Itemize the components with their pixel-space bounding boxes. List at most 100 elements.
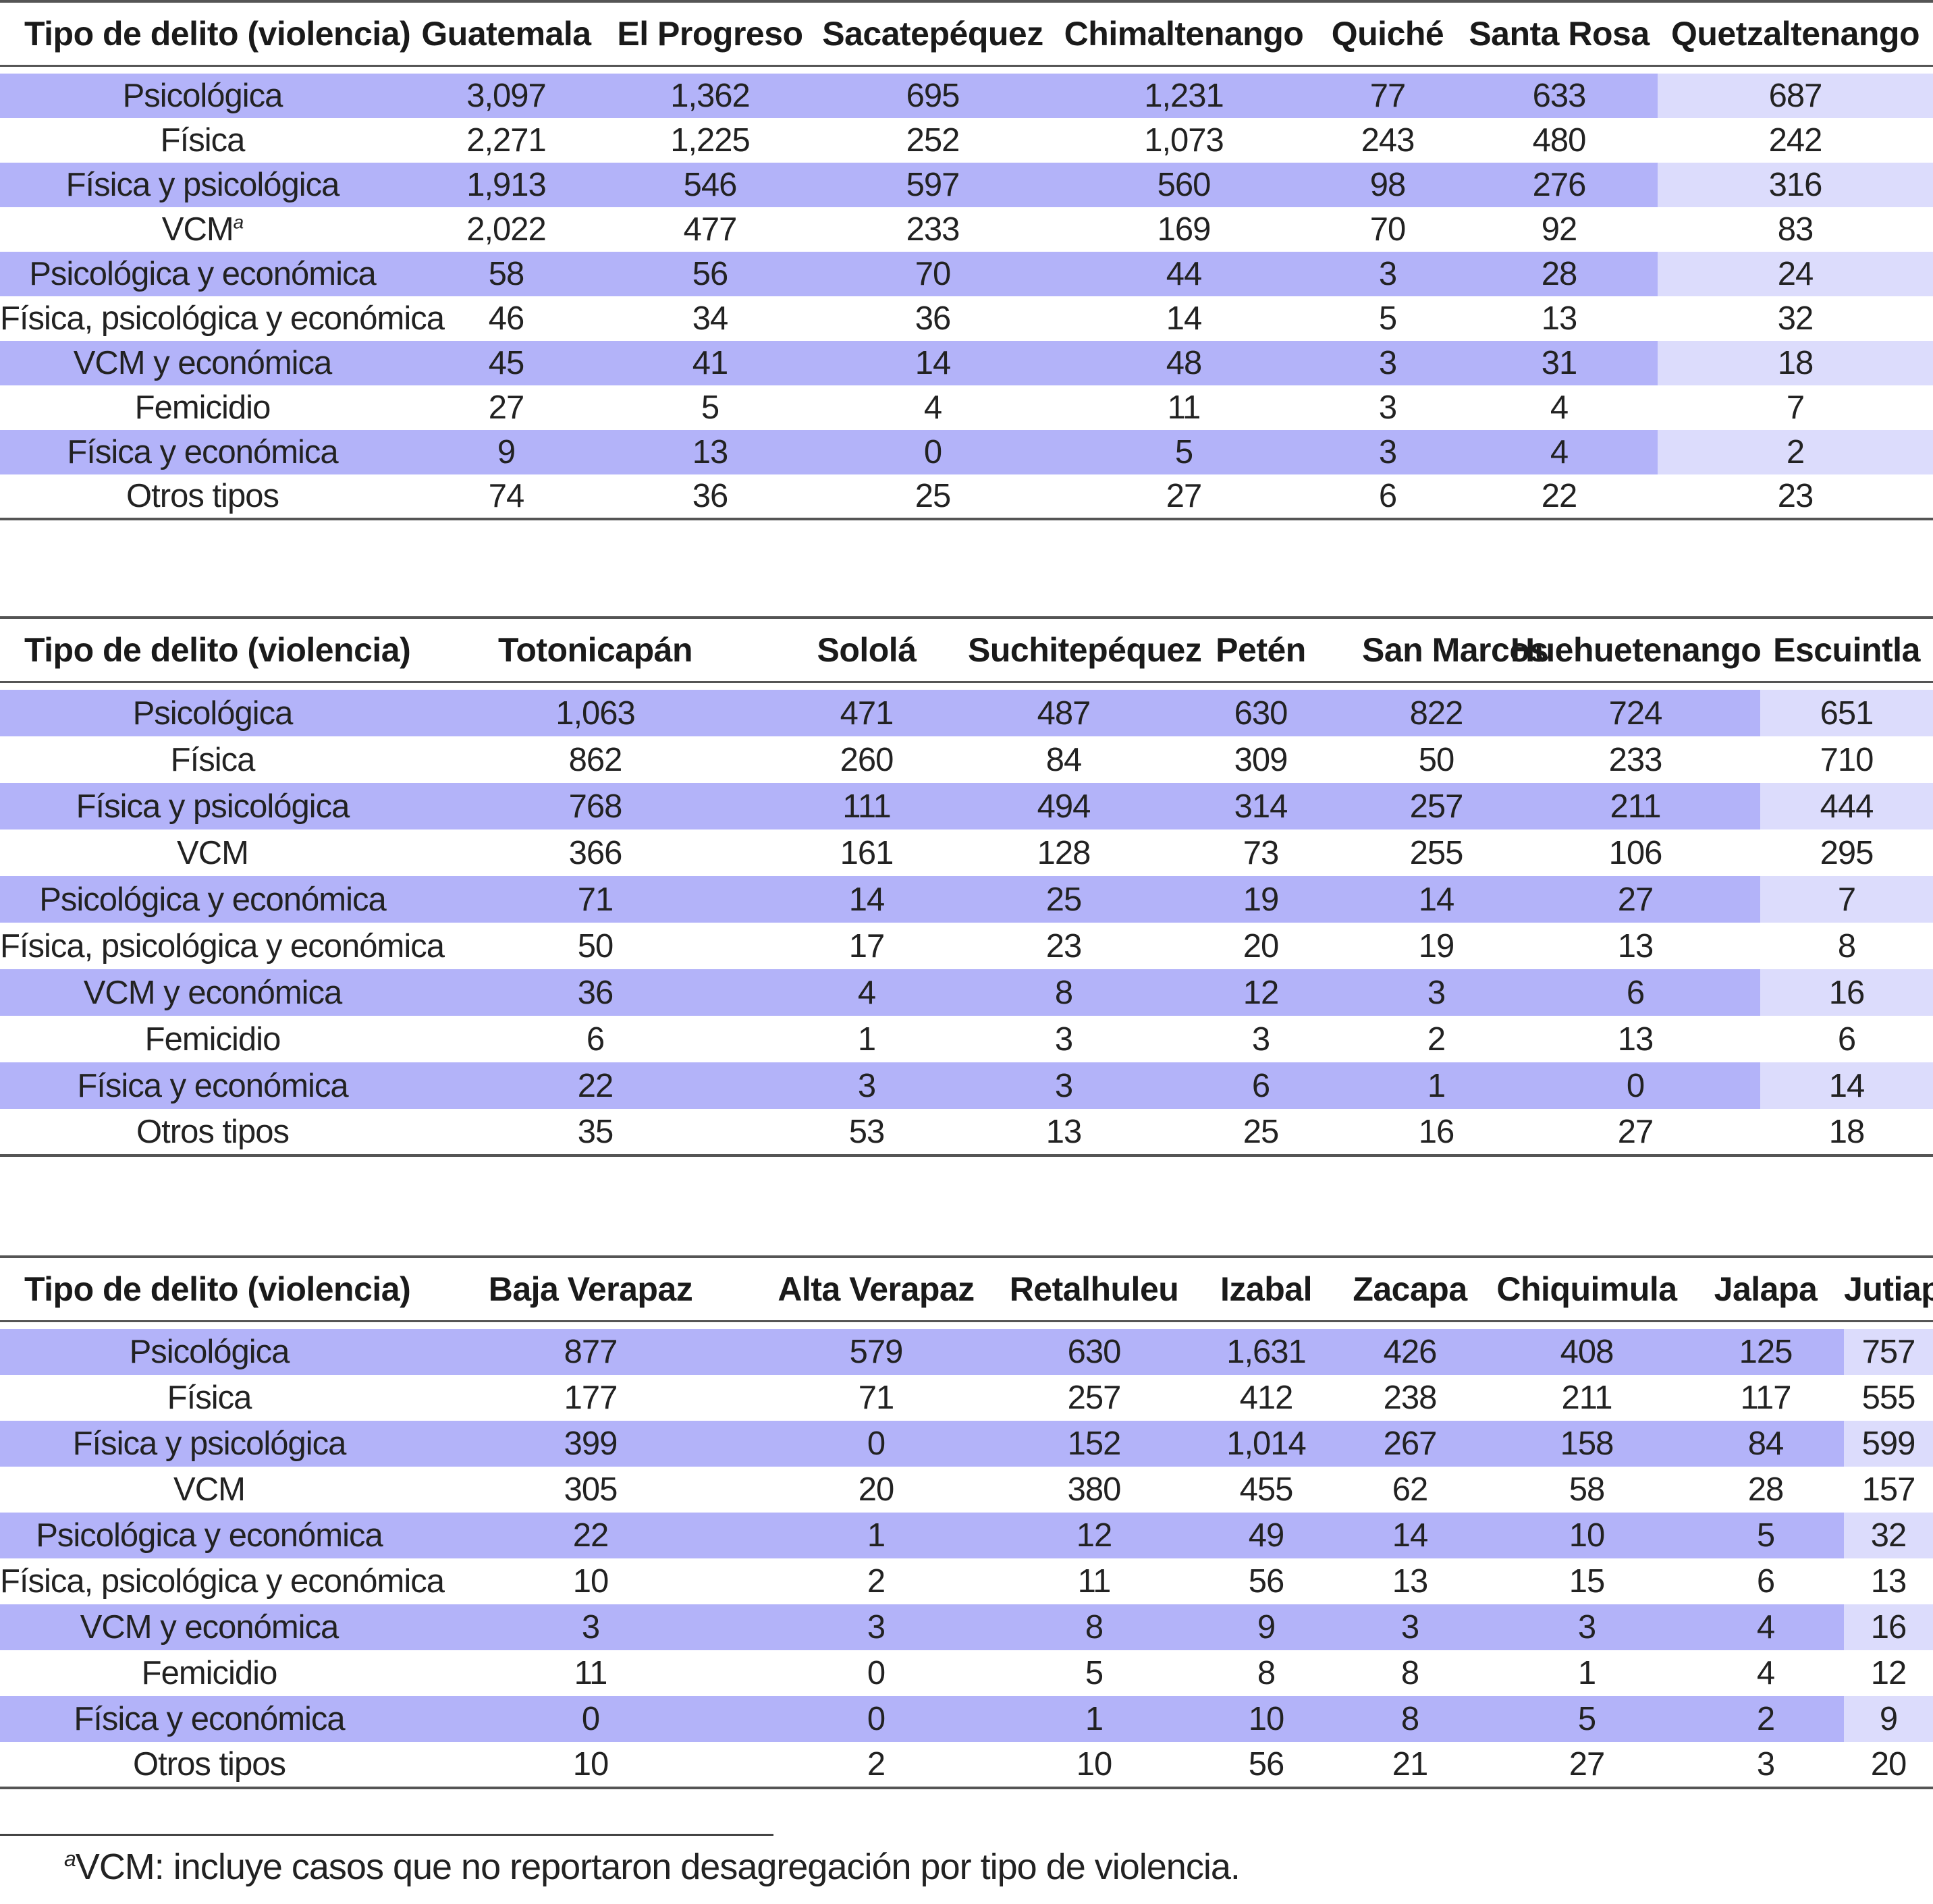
table-cell: 560	[1053, 163, 1315, 207]
table-cell: 3	[763, 1604, 989, 1650]
table-cell: 2	[763, 1558, 989, 1604]
table-row: Psicológica y económica 22 1 12 49 14 10 5 32	[0, 1513, 1933, 1558]
row-label: Psicológica y económica	[0, 252, 405, 296]
table-cell: 23	[1658, 474, 1933, 519]
table-cell: 5	[989, 1650, 1199, 1696]
cell-value: 71	[858, 1380, 895, 1416]
row-label: Psicológica y económica	[0, 1513, 418, 1558]
cell-value: 19	[1418, 927, 1455, 964]
table-cell: 1,014	[1199, 1421, 1334, 1467]
table-cell: 128	[968, 829, 1160, 876]
table-cell: 444	[1760, 783, 1933, 829]
table-cell: 2	[1687, 1696, 1844, 1742]
cell-value: 4	[857, 974, 876, 1011]
cell-value: 10	[1076, 1746, 1113, 1783]
cell-value: 6	[1378, 478, 1397, 514]
cell-value: 3	[1054, 1021, 1073, 1058]
table-cell: 3	[1687, 1742, 1844, 1788]
table-cell: 32	[1658, 296, 1933, 341]
table-cell: 31	[1461, 341, 1658, 385]
cell-value: 2	[1786, 434, 1805, 470]
table-cell: 316	[1658, 163, 1933, 207]
table-row: Física 177 71 257 412 238 211 117 555	[0, 1375, 1933, 1421]
row-label-text: Física	[167, 1380, 252, 1416]
table-cell: 34	[607, 296, 813, 341]
column-header: Guatemala	[421, 15, 591, 53]
cell-value: 13	[1045, 1113, 1083, 1150]
table-cell: 17	[765, 923, 968, 969]
table-cell: 8	[989, 1604, 1199, 1650]
cell-value: 579	[849, 1334, 904, 1370]
cell-value: 21	[1392, 1746, 1429, 1783]
cell-value: 2	[867, 1563, 886, 1600]
table-cell: 480	[1461, 118, 1658, 163]
row-label: Física	[0, 736, 425, 783]
table-cell: 3	[1315, 341, 1461, 385]
table-cell: 1,231	[1053, 74, 1315, 118]
table-cell: 242	[1658, 118, 1933, 163]
cell-value: 399	[564, 1425, 618, 1462]
table-cell: 13	[1461, 296, 1658, 341]
cell-value: 546	[683, 167, 738, 203]
cell-value: 3	[1756, 1746, 1775, 1783]
table-cell: 599	[1844, 1421, 1933, 1467]
table-cell: 44	[1053, 252, 1315, 296]
table-cell: 579	[763, 1329, 989, 1375]
cell-value: 560	[1157, 167, 1211, 203]
table-cell: 48	[1053, 341, 1315, 385]
cell-value: 11	[574, 1655, 608, 1691]
table-cell: 16	[1760, 969, 1933, 1016]
cell-value: 8	[1054, 974, 1073, 1011]
row-label-text: Física	[170, 741, 256, 778]
cell-value: 13	[1617, 927, 1654, 964]
table-cell: 1,631	[1199, 1329, 1334, 1375]
cell-value: 92	[1541, 211, 1578, 248]
table-cell: 3	[968, 1062, 1160, 1109]
table-cell: 276	[1461, 163, 1658, 207]
footnote-text: VCM: incluye casos que no reportaron des…	[75, 1847, 1241, 1887]
table-cell: 13	[607, 430, 813, 474]
table-cell: 9	[1844, 1696, 1933, 1742]
table-cell: 10	[418, 1558, 763, 1604]
cell-value: 757	[1861, 1334, 1916, 1370]
table-cell: 2	[763, 1742, 989, 1788]
cell-value: 3	[1378, 389, 1397, 426]
cell-value: 14	[1828, 1067, 1866, 1104]
cell-value: 18	[1828, 1113, 1866, 1150]
cell-value: 6	[1756, 1563, 1775, 1600]
cell-value: 32	[1777, 300, 1814, 337]
table-cell: 22	[1461, 474, 1658, 519]
table-departments-3: Tipo de delito (violencia) Baja Verapaz Al…	[0, 1255, 1933, 1789]
cell-value: 877	[564, 1334, 618, 1370]
table-cell: 14	[813, 341, 1053, 385]
table-cell: 8	[1199, 1650, 1334, 1696]
cell-value: 125	[1739, 1334, 1793, 1370]
table-cell: 7	[1760, 876, 1933, 923]
row-header-title: Tipo de delito (violencia)	[24, 631, 411, 669]
table-cell: 3	[765, 1062, 968, 1109]
table-header-row: Tipo de delito (violencia) Totonicapán Sol…	[0, 618, 1933, 682]
cell-value: 3	[1400, 1609, 1419, 1645]
table-cell: 314	[1160, 783, 1362, 829]
cell-value: 3	[581, 1609, 600, 1645]
table-cell: 6	[1160, 1062, 1362, 1109]
cell-value: 555	[1861, 1380, 1916, 1416]
row-label: Otros tipos	[0, 1742, 418, 1788]
row-label: Femicidio	[0, 385, 405, 430]
cell-value: 1,631	[1226, 1334, 1307, 1370]
table-cell: 4	[1461, 385, 1658, 430]
footnote-ref: a	[233, 211, 244, 233]
cell-value: 1,014	[1226, 1425, 1307, 1462]
cell-value: 177	[564, 1380, 618, 1416]
table-cell: 11	[418, 1650, 763, 1696]
table-cell: 651	[1760, 690, 1933, 736]
cell-value: 73	[1243, 834, 1280, 871]
table-row: Física y económica 9 13 0 5 3 4 2	[0, 430, 1933, 474]
row-label-text: Otros tipos	[136, 1113, 290, 1150]
table-cell: 255	[1362, 829, 1510, 876]
cell-value: 597	[906, 167, 960, 203]
table-cell: 630	[989, 1329, 1199, 1375]
column-header: Izabal	[1220, 1270, 1312, 1308]
cell-value: 252	[906, 122, 960, 159]
cell-value: 695	[906, 78, 960, 114]
